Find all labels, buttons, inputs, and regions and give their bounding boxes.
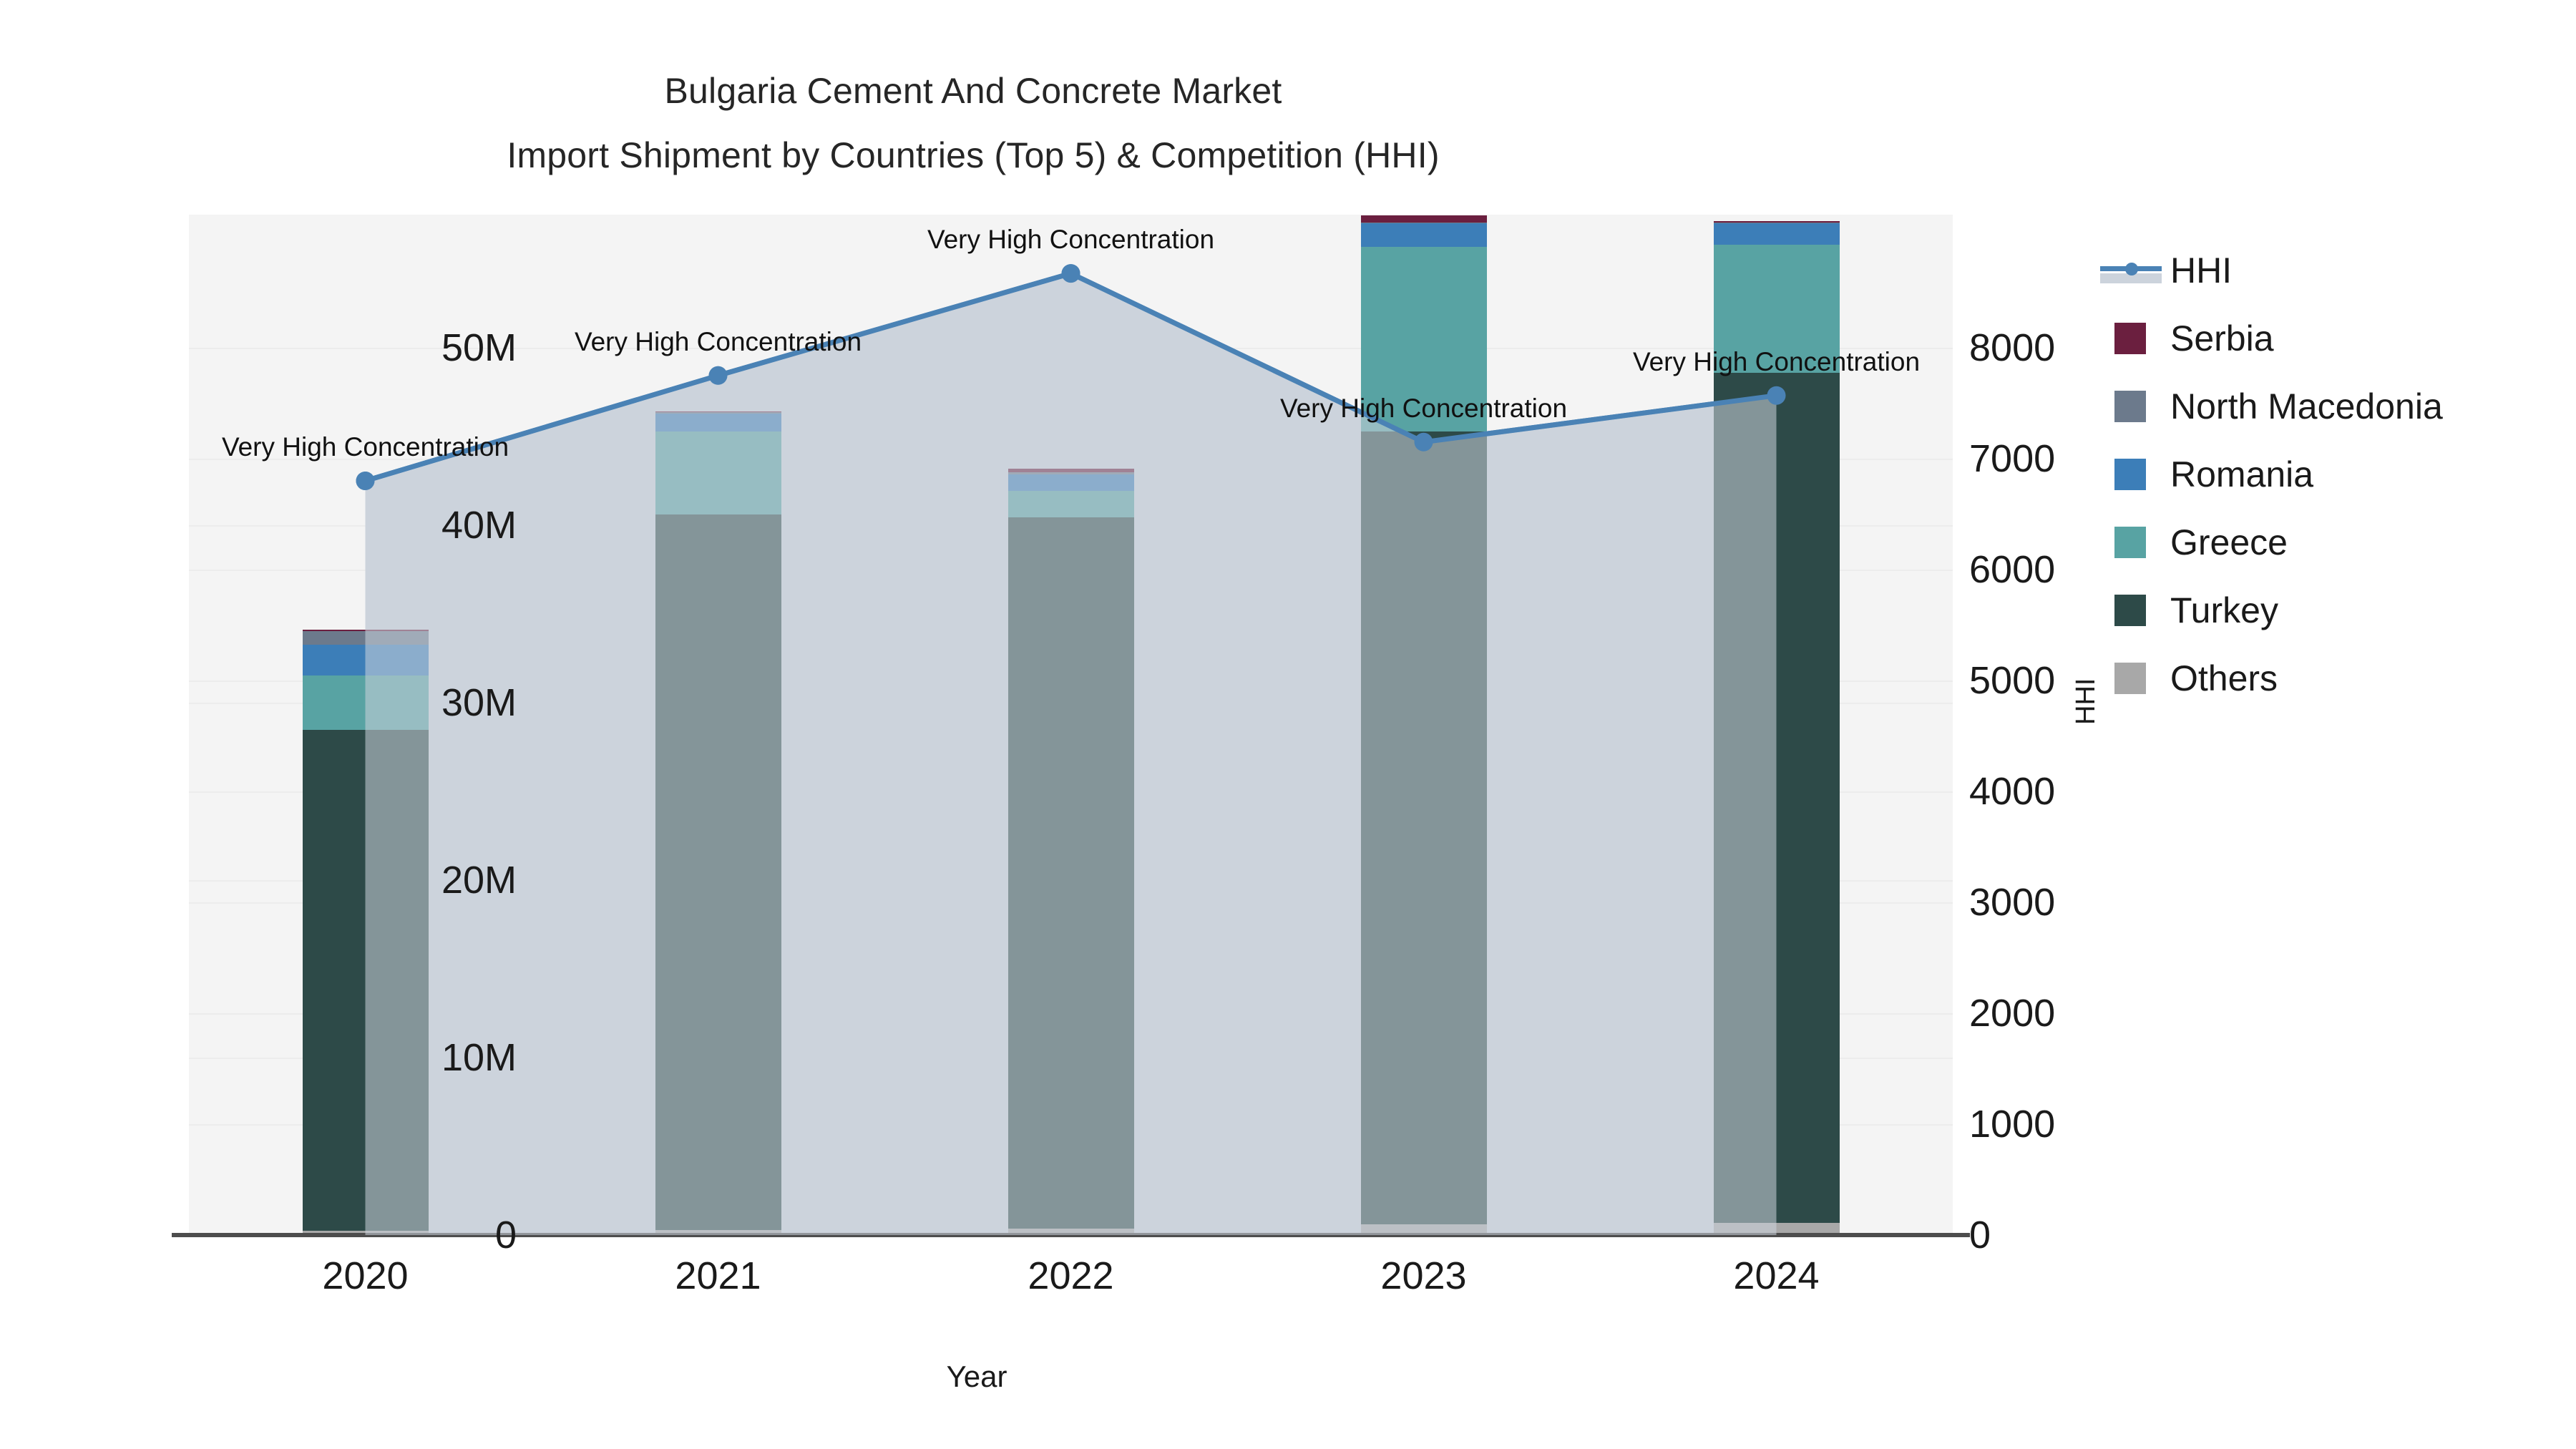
y-axis-right-tick: 2000 [1969,992,2056,1035]
annotation-2023: Very High Concentration [1279,393,1568,423]
bar-segment-serbia[interactable] [1360,215,1487,223]
x-axis-tick-2020: 2020 [322,1254,409,1297]
chart-title: Bulgaria Cement And Concrete Market Impo… [0,59,1946,187]
bar-segment-turkey[interactable] [1713,372,1840,1223]
bar-segment-turkey[interactable] [1008,517,1134,1229]
x-axis-tick-2021: 2021 [675,1254,761,1297]
chart-legend: HHI Serbia North Macedonia Romania Greece Tur… [2100,236,2558,712]
bar-segment-romania[interactable] [1713,223,1840,245]
bar-segment-serbia[interactable] [1713,220,1840,223]
bar-segment-greece[interactable] [1008,490,1134,517]
y-axis-left-tick: 10M [441,1036,517,1079]
legend-swatch-icon [2114,458,2146,490]
y-axis-right-tick: 7000 [1969,437,2056,480]
legend-item-label: HHI [2170,250,2233,291]
y-axis-left-tick: 40M [441,504,517,547]
legend-swatch-icon [2114,526,2146,558]
bar-segment-serbia[interactable] [655,411,781,412]
y-axis-left-tick: 30M [441,681,517,724]
y-axis-left-tick: 0 [494,1214,517,1257]
legend-item-others[interactable]: Others [2114,644,2558,712]
bar-segment-romania[interactable] [655,413,781,431]
bar-segment-north-macedonia[interactable] [1008,472,1134,475]
y-axis-right-tick: 8000 [1969,326,2056,369]
y-axis-right-tick: 5000 [1969,659,2056,702]
legend-item-label: Serbia [2170,318,2274,358]
legend-item-serbia[interactable]: Serbia [2114,304,2558,372]
chart-title-line-2: Import Shipment by Countries (Top 5) & C… [507,135,1440,175]
x-axis-title: Year [946,1360,1008,1393]
annotation-2024: Very High Concentration [1632,346,1921,376]
bar-segment-turkey[interactable] [1360,431,1487,1225]
legend-swatch-icon [2114,322,2146,354]
y-axis-left-tick: 20M [441,859,517,902]
bar-segment-serbia[interactable] [1008,468,1134,472]
bar-segment-turkey[interactable] [655,514,781,1230]
y-axis-right-title: HHI [2071,678,2101,725]
y-axis-right-tick: 6000 [1969,548,2056,591]
legend-item-label: Turkey [2170,590,2278,630]
annotation-2022: Very High Concentration [927,225,1215,255]
legend-item-label: Romania [2170,454,2314,494]
bar-segment-greece[interactable] [655,431,781,515]
hhi-line-icon [2100,255,2162,286]
legend-swatch-icon [2114,594,2146,626]
legend-item-romania[interactable]: Romania [2114,440,2558,508]
legend-item-north-macedonia[interactable]: North Macedonia [2114,372,2558,440]
x-axis-line [172,1233,1970,1237]
y-axis-right-tick: 4000 [1969,770,2056,813]
annotation-2021: Very High Concentration [574,326,862,356]
legend-item-greece[interactable]: Greece [2114,508,2558,576]
legend-swatch-icon [2114,390,2146,422]
x-axis-tick-2022: 2022 [1028,1254,1114,1297]
legend-item-hhi[interactable]: HHI [2100,236,2558,304]
bar-segment-romania[interactable] [1360,223,1487,247]
legend-swatch-icon [2114,662,2146,694]
y-axis-right-tick: 0 [1969,1214,1991,1257]
y-axis-left-tick: 50M [441,326,517,369]
bar-segment-north-macedonia[interactable] [655,411,781,414]
legend-item-label: Greece [2170,522,2288,562]
y-axis-right-tick: 1000 [1969,1103,2056,1146]
chart-title-line-1: Bulgaria Cement And Concrete Market [664,71,1282,111]
bar-group-2023[interactable] [1360,215,1487,1235]
bar-segment-north-macedonia[interactable] [302,630,429,645]
annotation-2020: Very High Concentration [221,432,509,462]
x-axis-tick-2023: 2023 [1380,1254,1467,1297]
legend-item-turkey[interactable]: Turkey [2114,576,2558,644]
bar-group-2022[interactable] [1008,215,1134,1235]
x-axis-tick-2024: 2024 [1733,1254,1820,1297]
legend-item-label: Others [2170,658,2278,698]
bar-segment-romania[interactable] [1008,474,1134,491]
bar-segment-romania[interactable] [302,645,429,675]
legend-item-label: North Macedonia [2170,386,2443,426]
bar-group-2021[interactable] [655,215,781,1235]
bar-segment-turkey[interactable] [302,730,429,1231]
y-axis-right-tick: 3000 [1969,881,2056,924]
